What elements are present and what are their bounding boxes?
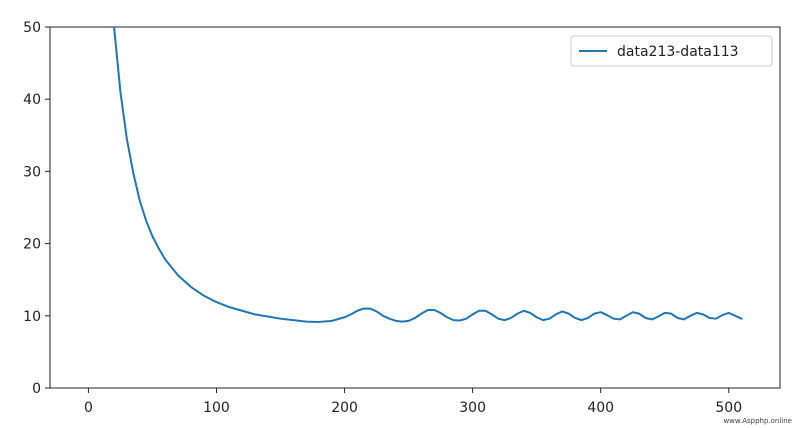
- y-tick-label: 30: [23, 164, 41, 180]
- legend: data213-data113: [570, 35, 773, 67]
- y-tick-label: 50: [23, 20, 41, 36]
- x-tick-label: 400: [587, 400, 614, 416]
- y-tick-label: 0: [32, 381, 41, 397]
- series-line: [113, 27, 743, 323]
- plot-area: [49, 26, 781, 389]
- watermark-text: www.Aspphp.online: [723, 417, 792, 425]
- series-layer: [113, 27, 743, 323]
- legend-label: data213-data113: [617, 44, 739, 60]
- axes-frame: [49, 26, 781, 389]
- y-tick-label: 10: [23, 309, 41, 325]
- legend-box: [570, 35, 773, 67]
- x-tick-label: 200: [331, 400, 358, 416]
- y-tick-label: 40: [23, 92, 41, 108]
- x-tick-label: 500: [715, 400, 742, 416]
- x-tick-label: 100: [203, 400, 230, 416]
- x-axis-ticks: 0 100 200 300 400 500: [84, 388, 742, 416]
- y-tick-label: 20: [23, 237, 41, 253]
- x-tick-label: 300: [459, 400, 486, 416]
- y-axis-ticks: 0 10 20 30 40 50: [23, 20, 50, 397]
- x-tick-label: 0: [84, 400, 93, 416]
